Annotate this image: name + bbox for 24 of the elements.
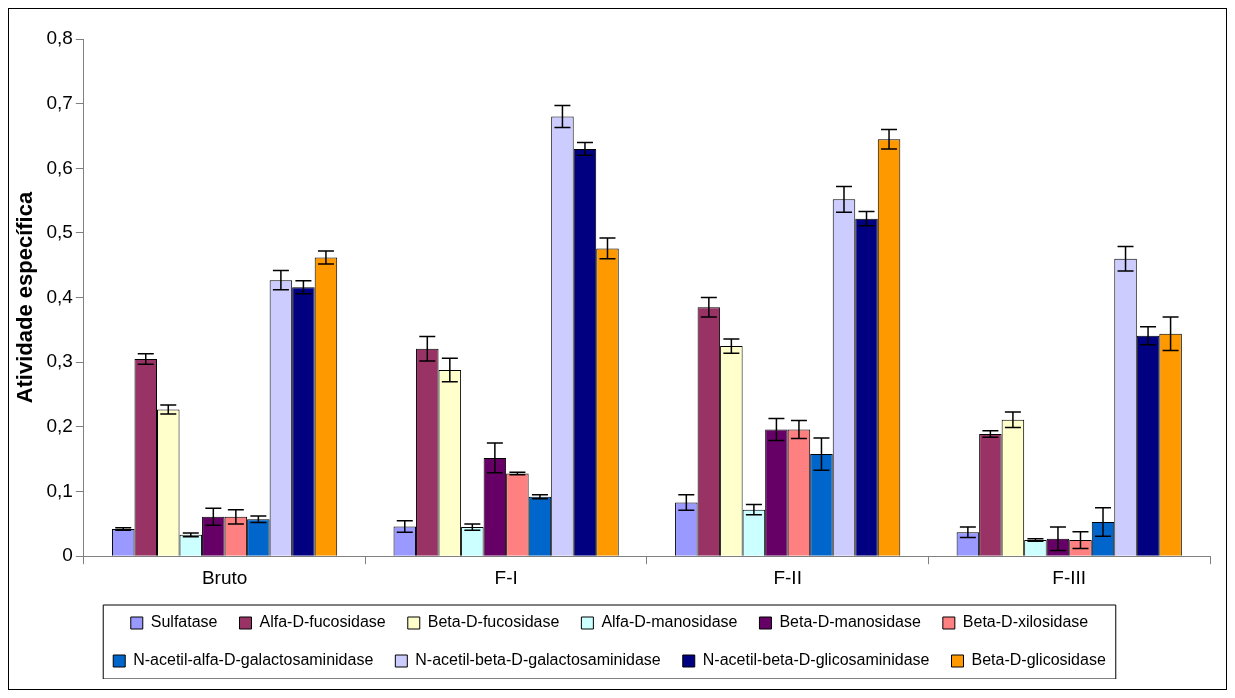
y-tick-label: 0,8 [46, 27, 73, 49]
y-tick-label: 0,3 [46, 350, 73, 372]
x-tick-label: F-III [1052, 566, 1087, 588]
legend-label: Sulfatase [150, 613, 218, 631]
legend-label: Alfa-D-fucosidase [259, 613, 386, 631]
y-tick-label: 0,1 [46, 479, 73, 501]
y-tick-label: 0,5 [46, 221, 73, 243]
legend-label: Beta-D-glicosidase [971, 651, 1106, 669]
legend-label: N-acetil-beta-D-glicosaminidase [702, 651, 930, 669]
y-axis-title: Atividade específica [12, 191, 38, 404]
legend-label: Beta-D-xilosidase [962, 613, 1089, 631]
legend-label: N-acetil-alfa-D-galactosaminidase [133, 651, 374, 669]
legend-label: Alfa-D-manosidase [601, 613, 738, 631]
x-tick-label: Bruto [201, 566, 248, 588]
y-tick-label: 0,6 [46, 156, 73, 178]
y-tick-label: 0,2 [46, 415, 73, 437]
legend-label: N-acetil-beta-D-galactosaminidase [415, 651, 661, 669]
y-tick-label: 0,7 [46, 91, 73, 113]
y-tick-label: 0 [62, 544, 73, 566]
x-tick-label: F-II [773, 566, 802, 588]
legend-label: Beta-D-fucosidase [427, 613, 560, 631]
legend-label: Beta-D-manosidase [779, 613, 921, 631]
y-tick-label: 0,4 [46, 285, 74, 307]
x-tick-label: F-I [494, 566, 518, 588]
